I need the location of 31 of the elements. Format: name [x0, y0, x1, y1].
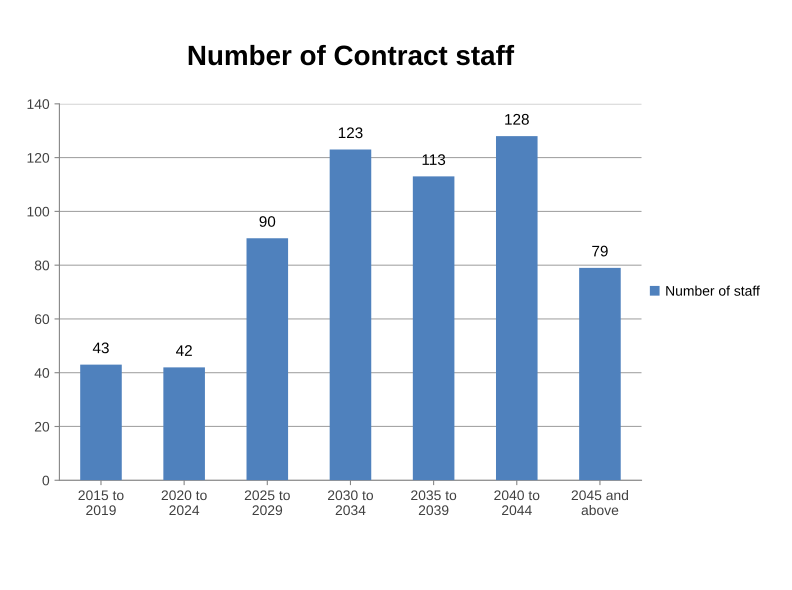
- data-label: 113: [422, 154, 446, 166]
- bar: [412, 176, 454, 480]
- legend-label: Number of staff: [666, 286, 760, 296]
- x-tick-label: 2025 to 2029: [244, 490, 290, 516]
- data-label: 128: [505, 114, 529, 125]
- bar: [330, 150, 372, 480]
- data-label: 90: [260, 216, 276, 227]
- data-label: 79: [592, 246, 608, 256]
- x-tick-label: 2035 to 2039: [411, 490, 456, 516]
- data-label: 42: [176, 345, 192, 356]
- y-tick-label: 40: [34, 368, 50, 378]
- bar: [80, 364, 122, 480]
- data-label: 123: [338, 127, 363, 138]
- x-tick-label: 2040 to 2044: [494, 490, 540, 516]
- bar: [579, 268, 621, 480]
- y-tick-label: 100: [28, 206, 50, 217]
- bar: [246, 238, 288, 480]
- bar: [496, 136, 538, 480]
- x-tick-label: 2020 to 2024: [162, 490, 207, 516]
- data-label: 43: [92, 342, 109, 354]
- y-tick-label: 20: [34, 422, 50, 432]
- y-tick-label: 60: [34, 314, 50, 324]
- y-tick-label: 0: [42, 476, 50, 486]
- x-tick-label: 2015 to 2019: [78, 490, 124, 516]
- y-tick-label: 140: [28, 99, 50, 110]
- y-tick-label: 120: [28, 152, 50, 163]
- y-tick-label: 80: [34, 260, 50, 270]
- x-tick-label: 2045 and above: [572, 490, 628, 516]
- x-tick-label: 2030 to 2034: [328, 490, 374, 516]
- chart-title: Number of Contract staff: [188, 44, 514, 66]
- bar: [163, 367, 205, 480]
